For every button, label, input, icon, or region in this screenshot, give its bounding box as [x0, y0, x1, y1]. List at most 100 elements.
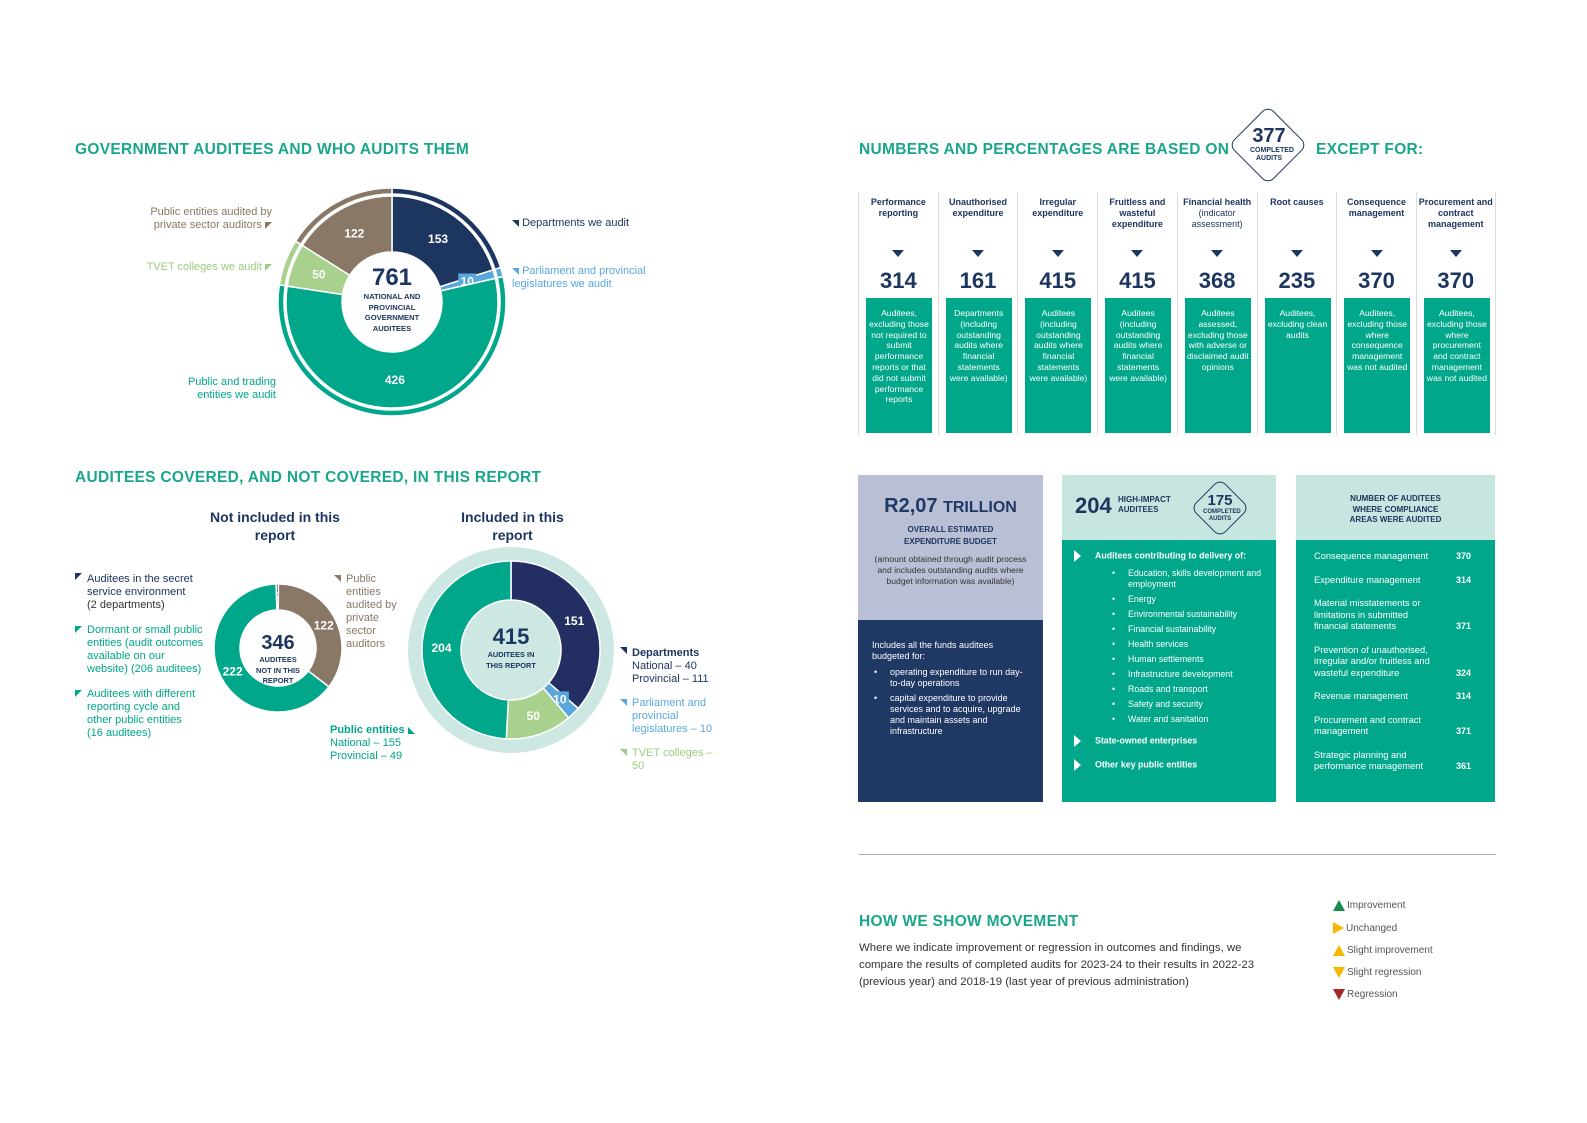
section-title-coverage: AUDITEES COVERED, AND NOT COVERED, IN TH… [75, 469, 542, 486]
group-label: Other key public entities [1095, 759, 1198, 770]
center-value: 415 [492, 624, 530, 649]
triangle-marker-icon [620, 647, 627, 654]
compliance-title: NUMBER OF AUDITEES WHERE COMPLIANCE AREA… [1296, 475, 1495, 540]
budget-item: operating expenditure to run day-to-day … [872, 667, 1029, 689]
column-value: 415 [1039, 268, 1077, 293]
triangle-marker-icon [407, 726, 415, 734]
arrow-down-icon [1211, 250, 1224, 257]
arrow-down-icon [892, 250, 905, 257]
compliance-label: Prevention of unauthorised, irregular an… [1314, 644, 1430, 678]
high-impact-panel: 204 HIGH-IMPACT AUDITEES 175 COMPLETED AU… [1062, 475, 1276, 802]
triangle-down-icon [1333, 966, 1345, 978]
play-arrow-icon [1074, 735, 1081, 747]
legend-label: Slight improvement [1347, 944, 1433, 956]
column-value: 161 [959, 268, 997, 293]
group-label: Auditees contributing to delivery of: [1095, 550, 1247, 561]
play-arrow-icon [1074, 759, 1081, 771]
included-title: Included in this report [461, 509, 564, 543]
basis-column: Root causes 235 Auditees, excluding clean … [1256, 192, 1337, 435]
legend-item: Unchanged [1333, 922, 1397, 935]
compliance-body: Consequence management 370 Expenditure man… [1296, 540, 1495, 802]
triangle-up-icon [1333, 944, 1345, 956]
basis-column: Financial health (indicator assessment) 36… [1176, 192, 1257, 435]
group-label: State-owned enterprises [1095, 735, 1198, 746]
compliance-row: Strategic planning and performance manag… [1314, 750, 1471, 773]
legend-private-auditors-not-included: Public entities audited by private secto… [334, 573, 404, 651]
legend-head: Departments [632, 647, 700, 659]
column-subtitle: (indicator assessment) [1191, 208, 1243, 229]
legend-departments: Departments we audit [512, 217, 672, 230]
column-description: Auditees, excluding those not required t… [866, 298, 932, 433]
note-dormant: Dormant or small public entities (audit … [75, 624, 205, 676]
triangle-marker-icon [334, 575, 341, 582]
high-impact-header: 204 HIGH-IMPACT AUDITEES 175 COMPLETED AU… [1062, 475, 1276, 540]
basis-column: Unauthorised expenditure 161 Departments (… [937, 192, 1018, 435]
badge-label: COMPLETED AUDITS [1203, 509, 1241, 522]
data-label: 2 [274, 590, 281, 604]
budget-body: Includes all the funds auditees budgeted… [858, 620, 1043, 802]
high-impact-value: 204 [1075, 493, 1112, 518]
donut-chart-not-included: 2 122 222 [213, 583, 343, 713]
column-title: Root causes [1270, 197, 1324, 207]
note-sub: (16 auditees) [87, 727, 152, 739]
group-item: Infrastructure development [1110, 669, 1266, 680]
column-value: 415 [1119, 268, 1156, 293]
donut-segment [285, 277, 499, 409]
compliance-label: Consequence management [1314, 551, 1429, 561]
high-impact-label: HIGH-IMPACT AUDITEES [1118, 495, 1171, 514]
column-title: Irregular expenditure [1032, 197, 1084, 218]
center-label: AUDITEES NOT IN THIS REPORT [256, 655, 300, 685]
compliance-label: Procurement and contract management [1314, 714, 1421, 737]
legend-text: Public and trading entities we audit [187, 376, 276, 401]
compliance-row: Procurement and contract management 371 [1314, 715, 1471, 738]
basis-column: Fruitless and wasteful expenditure 415 Aud… [1097, 192, 1177, 435]
compliance-value: 314 [1455, 691, 1471, 701]
data-label: 122 [344, 227, 364, 241]
column-header: Financial health (indicator assessment) [1178, 197, 1257, 230]
group-item: Health services [1110, 639, 1266, 650]
data-label: 153 [428, 232, 448, 246]
compliance-panel: NUMBER OF AUDITEES WHERE COMPLIANCE AREA… [1296, 475, 1495, 802]
triangle-marker-icon [75, 690, 82, 697]
compliance-value: 371 [1455, 726, 1471, 736]
legend-national: National – 155 [330, 737, 401, 749]
legend-text: TVET colleges – 50 [632, 747, 713, 772]
compliance-label: Expenditure management [1314, 574, 1421, 585]
legend-label: Regression [1347, 989, 1398, 1001]
donut-center: 761 NATIONAL AND PROVINCIAL GOVERNMENT A… [340, 264, 444, 334]
section-title-government-auditees: GOVERNMENT AUDITEES AND WHO AUDITS THEM [75, 141, 470, 158]
column-value: 314 [879, 268, 917, 293]
arrow-down-icon [1449, 250, 1462, 257]
basis-column: Consequence management 370 Auditees, exclu… [1336, 192, 1416, 435]
column-description: Auditees assessed, excluding those with … [1184, 298, 1251, 433]
donut-center: 415 AUDITEES IN THIS REPORT [476, 624, 546, 671]
not-included-notes: Auditees in the secret service environme… [75, 573, 205, 740]
legend-parliament-included: Parliament and provincial legislatures –… [620, 697, 720, 736]
budget-note: (amount obtained through audit process a… [874, 554, 1027, 586]
arrow-down-icon [972, 250, 985, 257]
legend-head: Public entities [330, 724, 405, 736]
arrow-down-icon [1131, 250, 1144, 257]
column-header: Consequence management [1337, 197, 1416, 219]
badge-value: 175 [1207, 492, 1233, 509]
donut-segment [301, 195, 393, 277]
center-label: NATIONAL AND PROVINCIAL GOVERNMENT AUDIT… [363, 292, 421, 333]
compliance-value: 370 [1455, 551, 1471, 561]
column-value: 368 [1198, 268, 1236, 293]
triangle-marker-icon [265, 221, 272, 229]
triangle-marker-icon [620, 699, 627, 706]
legend-item: Regression [1333, 989, 1398, 1001]
legend-item: Improvement [1333, 900, 1405, 911]
legend-text: Departments we audit [522, 217, 630, 229]
donut-segment [421, 560, 512, 740]
group-item: Water and sanitation [1110, 714, 1266, 725]
arrow-down-icon [1370, 250, 1383, 257]
arrow-down-icon [1051, 250, 1064, 257]
group-item: Financial sustainability [1110, 624, 1266, 635]
legend-public-entities: Public and trading entities we audit [180, 376, 276, 402]
data-label: 151 [564, 614, 584, 628]
column-header: Performance reporting [859, 197, 938, 219]
data-label: 122 [314, 619, 334, 633]
